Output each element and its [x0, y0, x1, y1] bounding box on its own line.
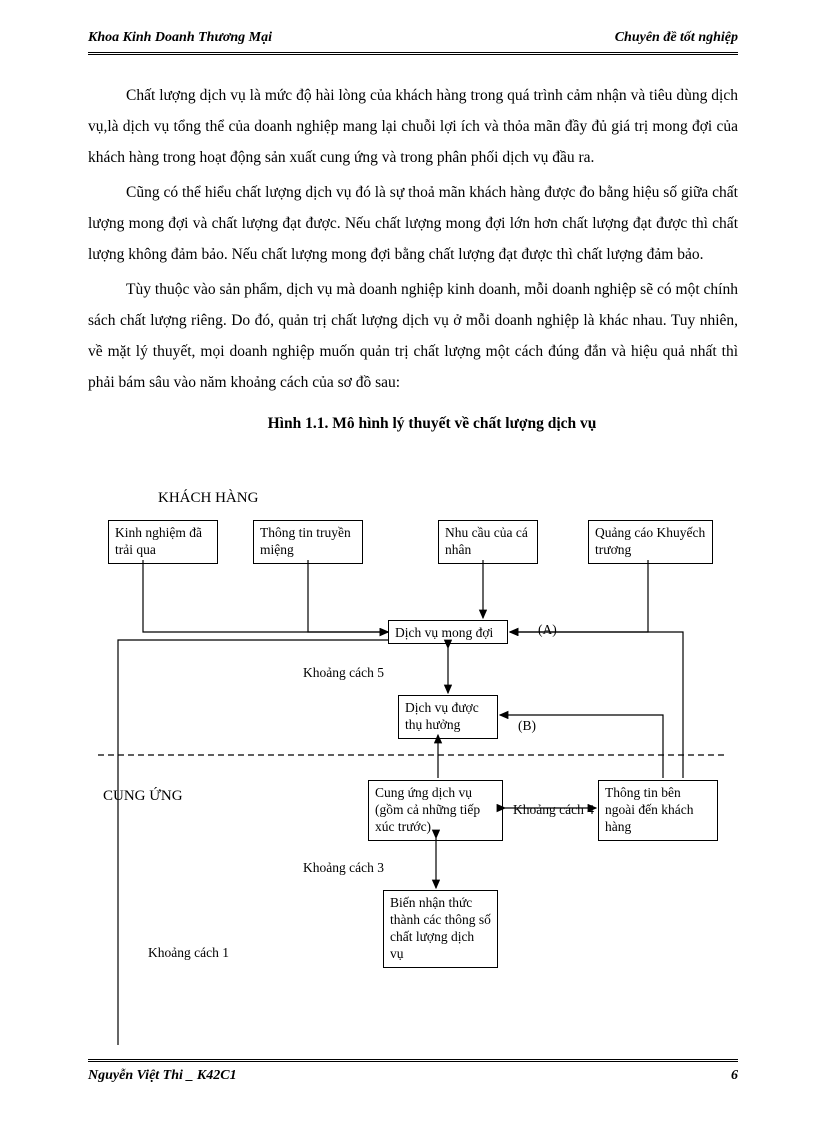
page-header: Khoa Kinh Doanh Thương Mại Chuyên đề tốt… — [88, 30, 738, 46]
footer-page-number: 6 — [731, 1068, 738, 1084]
paragraph-3: Tùy thuộc vào sản phẩm, dịch vụ mà doanh… — [88, 274, 738, 398]
footer-left: Nguyễn Việt Thi _ K42C1 — [88, 1068, 237, 1084]
paragraph-1: Chất lượng dịch vụ là mức độ hài lòng củ… — [88, 80, 738, 173]
figure-caption: Hình 1.1. Mô hình lý thuyết về chất lượn… — [88, 408, 738, 439]
diagram-connectors — [88, 490, 738, 1050]
header-left: Khoa Kinh Doanh Thương Mại — [88, 30, 272, 46]
page-footer: Nguyễn Việt Thi _ K42C1 6 — [88, 1068, 738, 1084]
service-quality-diagram: KHÁCH HÀNG Kinh nghiệm đã trải qua Thông… — [88, 490, 738, 1050]
body-text: Chất lượng dịch vụ là mức độ hài lòng củ… — [88, 80, 738, 443]
paragraph-2: Cũng có thể hiểu chất lượng dịch vụ đó l… — [88, 177, 738, 270]
header-right: Chuyên đề tốt nghiệp — [615, 30, 738, 46]
